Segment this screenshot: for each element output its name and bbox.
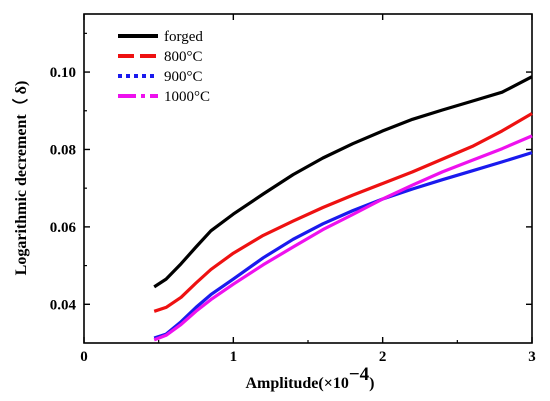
y-tick-label: 0.04 (50, 297, 77, 313)
series-line-0 (153, 75, 533, 289)
y-tick-label: 0.06 (50, 220, 77, 236)
x-tick-label: 3 (528, 349, 536, 365)
x-tick-label: 0 (80, 349, 88, 365)
x-tick-label: 1 (230, 349, 238, 365)
series-line-2 (153, 151, 533, 340)
y-axis-label: Logarithmic decrement（ δ) (12, 81, 30, 276)
y-tick-label: 0.10 (50, 65, 76, 81)
x-axis-label: Amplitude(×10−4) (246, 364, 375, 392)
plot-frame (83, 13, 533, 344)
x-axis-label-main: Amplitude(×10 (246, 375, 349, 392)
legend-label: 900°C (164, 69, 203, 85)
tick-labels: 0 1 2 3 0.04 0.06 0.08 0.10 (50, 65, 536, 365)
x-axis-label-exponent: −4 (349, 364, 370, 385)
legend-label: 800°C (164, 49, 203, 65)
axis-ticks (83, 14, 533, 343)
legend: forged 800°C 900°C 1000°C (118, 29, 210, 105)
series-line-1 (153, 112, 533, 313)
series-lines (153, 75, 533, 342)
legend-label: 1000°C (164, 89, 210, 105)
series-line-3 (153, 134, 533, 342)
legend-label: forged (164, 29, 203, 45)
x-tick-label: 2 (379, 349, 387, 365)
y-tick-label: 0.08 (50, 142, 76, 158)
x-axis-label-close: ) (369, 375, 374, 392)
